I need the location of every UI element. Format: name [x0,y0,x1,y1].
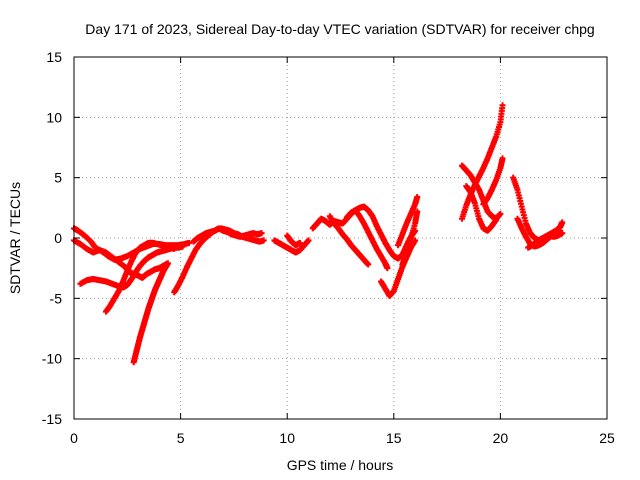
x-tick-label: 20 [493,430,509,446]
data-point [171,245,178,252]
series-sat-k [326,213,372,268]
series-sat-s [480,155,506,208]
data-point [296,239,303,246]
scatter-points [71,102,566,366]
y-tick-label: 15 [46,49,62,65]
data-point [499,102,506,109]
chart-title: Day 171 of 2023, Sidereal Day-to-day VTE… [85,21,594,37]
y-tick-label: -15 [42,411,62,427]
data-point [414,193,421,200]
series-sat-u [514,215,564,250]
x-tick-label: 0 [70,430,78,446]
y-tick-label: -10 [42,351,62,367]
y-axis-label: SDTVAR / TECUs [7,182,23,294]
series-sat-g [190,225,265,245]
series-sat-e [130,260,171,366]
series-sat-i [284,232,303,249]
series-sat-o [399,208,421,268]
series-sat-d [102,239,178,315]
x-axis-label: GPS time / hours [287,457,394,473]
series-sat-h [271,237,312,256]
data-point [499,155,506,162]
data-point [493,216,500,223]
x-tick-label: 15 [386,430,402,446]
data-point [365,261,372,268]
data-point [414,208,421,215]
y-tick-label: 5 [54,170,62,186]
axes: 0 5 10 15 20 25 -15 -10 -5 0 5 10 15 [42,49,615,446]
y-tick-label: -5 [50,290,63,306]
data-point [559,230,566,237]
data-point [186,239,193,246]
series-sat-n [395,193,421,249]
data-point [258,230,265,237]
data-point [497,210,504,217]
data-point [179,243,186,250]
series-sat-r [463,183,500,234]
y-tick-label: 0 [54,230,62,246]
data-point [260,237,267,244]
series-sat-l [343,207,391,272]
series-sat-v [525,230,566,251]
data-point [384,265,391,272]
x-tick-label: 25 [599,430,615,446]
data-point [305,237,312,244]
data-point [164,260,171,267]
data-point [559,219,566,226]
x-tick-label: 5 [177,430,185,446]
y-tick-label: 10 [46,109,62,125]
x-tick-label: 10 [279,430,295,446]
